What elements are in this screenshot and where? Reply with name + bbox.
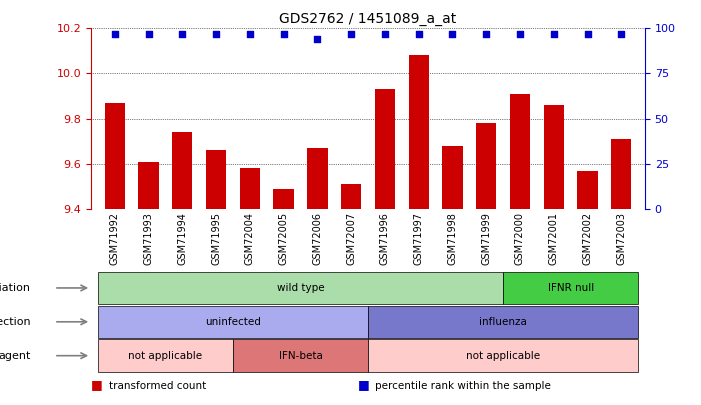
Bar [172,132,193,209]
Text: agent: agent [0,351,30,361]
Point [447,30,458,37]
Point [210,30,222,37]
Text: not applicable: not applicable [466,351,540,361]
Text: IFN-beta: IFN-beta [278,351,322,361]
Text: genotype/variation: genotype/variation [0,283,30,293]
FancyBboxPatch shape [233,339,368,372]
Text: GSM72007: GSM72007 [346,212,356,265]
Bar [273,189,294,209]
Bar [240,168,260,209]
Bar [543,105,564,209]
Text: GSM71998: GSM71998 [447,212,458,265]
Bar [611,139,632,209]
Text: GSM72000: GSM72000 [515,212,525,265]
Text: GSM72001: GSM72001 [549,212,559,265]
Text: transformed count: transformed count [109,381,206,391]
FancyBboxPatch shape [368,305,638,338]
Text: GSM72006: GSM72006 [313,212,322,265]
Bar [409,55,429,209]
Point [615,30,627,37]
Point [244,30,255,37]
Text: GSM71995: GSM71995 [211,212,221,265]
Text: not applicable: not applicable [128,351,203,361]
Text: ■: ■ [91,378,103,391]
Text: IFNR null: IFNR null [547,283,594,293]
Point [346,30,357,37]
Text: influenza: influenza [479,317,527,327]
Text: GSM71993: GSM71993 [144,212,154,265]
Point [582,30,593,37]
Bar [206,150,226,209]
Text: GSM72005: GSM72005 [278,212,289,265]
FancyBboxPatch shape [503,272,638,304]
Text: GSM72004: GSM72004 [245,212,255,265]
Bar [307,148,327,209]
Text: percentile rank within the sample: percentile rank within the sample [375,381,551,391]
Text: GSM72003: GSM72003 [616,212,626,265]
Point [413,30,424,37]
Bar [138,162,158,209]
Text: GSM72002: GSM72002 [583,212,592,265]
Bar [578,171,598,209]
Text: GSM71992: GSM71992 [110,212,120,265]
Text: infection: infection [0,317,30,327]
Point [109,30,121,37]
FancyBboxPatch shape [368,339,638,372]
FancyBboxPatch shape [98,305,368,338]
Point [143,30,154,37]
Point [278,30,290,37]
Point [379,30,390,37]
Text: wild type: wild type [277,283,325,293]
Bar [341,184,361,209]
Bar [375,89,395,209]
Title: GDS2762 / 1451089_a_at: GDS2762 / 1451089_a_at [280,12,456,26]
Text: GSM71997: GSM71997 [414,212,423,265]
FancyBboxPatch shape [98,272,503,304]
Text: GSM71999: GSM71999 [481,212,491,265]
Point [312,36,323,43]
Text: ■: ■ [358,378,369,391]
Text: GSM71994: GSM71994 [177,212,187,265]
Text: GSM71996: GSM71996 [380,212,390,265]
Bar [510,94,530,209]
Point [177,30,188,37]
FancyBboxPatch shape [98,339,233,372]
Bar [104,103,125,209]
Text: uninfected: uninfected [205,317,261,327]
Bar [442,146,463,209]
Bar [476,123,496,209]
Point [515,30,526,37]
Point [481,30,492,37]
Point [548,30,559,37]
